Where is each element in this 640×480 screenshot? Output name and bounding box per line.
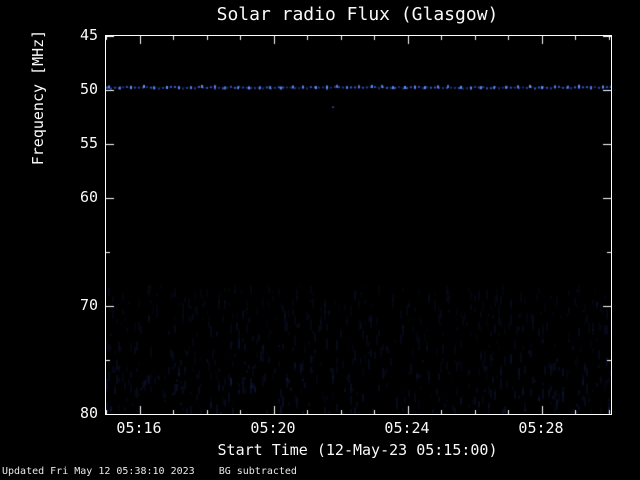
plot-area: [105, 35, 612, 415]
y-tick-label: 45: [79, 26, 98, 44]
bg-subtracted-note: BG subtracted: [218, 466, 297, 477]
y-tick-label: 50: [79, 80, 98, 98]
x-axis-label: Start Time (12-May-23 05:15:00): [217, 441, 498, 459]
y-tick-label: 55: [79, 134, 98, 152]
y-tick-label: 60: [79, 188, 98, 206]
updated-timestamp: Updated Fri May 12 05:38:10 2023: [2, 466, 195, 477]
spectrogram-canvas: [106, 36, 611, 414]
y-tick-label: 80: [79, 404, 98, 422]
x-tick-label: 05:20: [250, 419, 296, 437]
chart-title: Solar radio Flux (Glasgow): [216, 4, 499, 25]
y-tick-label: 70: [79, 296, 98, 314]
x-tick-label: 05:16: [116, 419, 162, 437]
status-bar: Updated Fri May 12 05:38:10 2023 BG subt…: [2, 466, 297, 477]
y-axis-label: Frequency [MHz]: [29, 29, 47, 166]
x-tick-label: 05:24: [384, 419, 430, 437]
x-tick-label: 05:28: [518, 419, 564, 437]
